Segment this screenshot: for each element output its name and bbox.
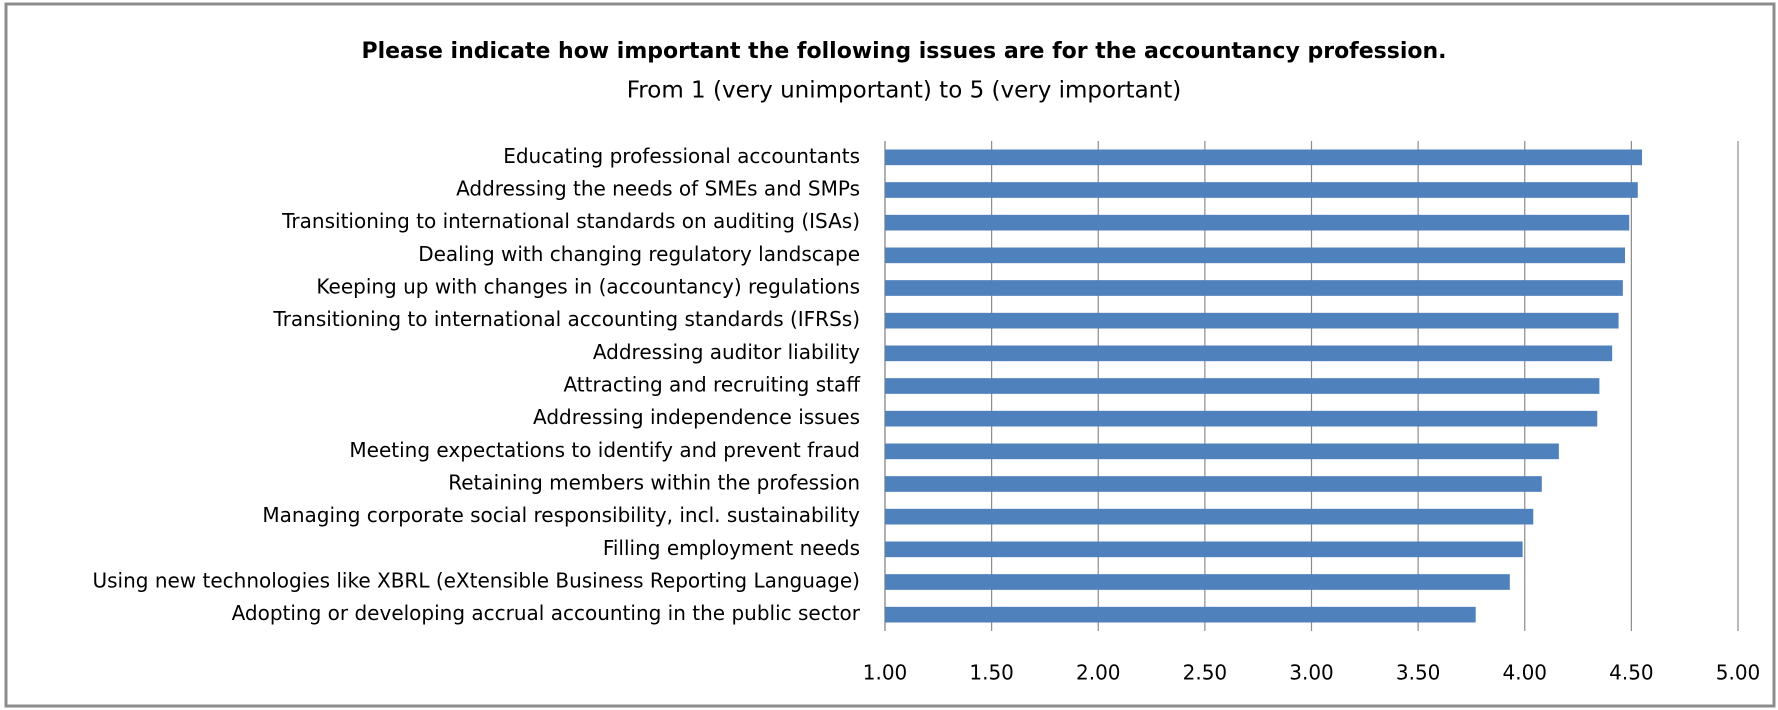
x-tick-label: 2.50 <box>1183 661 1228 685</box>
y-tick-label: Transitioning to international standards… <box>281 209 860 233</box>
bar <box>885 247 1625 264</box>
bar <box>885 378 1600 394</box>
bar <box>885 443 1559 460</box>
bar <box>885 574 1510 590</box>
bar <box>885 508 1534 525</box>
y-tick-label: Addressing the needs of SMEs and SMPs <box>456 177 860 201</box>
bar <box>885 214 1630 231</box>
y-tick-label: Using new technologies like XBRL (eXtens… <box>92 569 860 593</box>
bar <box>885 476 1542 492</box>
y-tick-label: Managing corporate social responsibility… <box>262 503 860 527</box>
y-tick-label: Transitioning to international accountin… <box>272 307 860 331</box>
bar <box>885 410 1598 427</box>
bar <box>885 345 1613 362</box>
y-tick-label: Meeting expectations to identify and pre… <box>349 438 860 462</box>
x-tick-label: 3.00 <box>1289 661 1334 685</box>
x-tick-label: 4.00 <box>1502 661 1547 685</box>
y-tick-label: Attracting and recruiting staff <box>563 373 861 397</box>
x-tick-label: 3.50 <box>1396 661 1441 685</box>
bar <box>885 312 1619 329</box>
y-tick-label: Adopting or developing accrual accountin… <box>232 601 861 625</box>
y-tick-label: Dealing with changing regulatory landsca… <box>418 242 860 266</box>
y-tick-label: Retaining members within the profession <box>448 471 860 495</box>
x-tick-label: 1.50 <box>969 661 1014 685</box>
x-tick-label: 5.00 <box>1716 661 1761 685</box>
chart-title: Please indicate how important the follow… <box>361 39 1446 64</box>
y-tick-label: Educating professional accountants <box>503 144 860 168</box>
bar <box>885 149 1643 166</box>
y-tick-label: Keeping up with changes in (accountancy)… <box>316 275 860 299</box>
y-tick-label: Addressing independence issues <box>533 405 860 429</box>
bar <box>885 541 1523 558</box>
bar <box>885 280 1623 296</box>
y-tick-label: Filling employment needs <box>603 536 860 560</box>
bar <box>885 606 1476 623</box>
y-tick-label: Addressing auditor liability <box>593 340 860 364</box>
bar <box>885 182 1638 198</box>
x-tick-label: 2.00 <box>1076 661 1121 685</box>
x-tick-label: 1.00 <box>863 661 908 685</box>
x-tick-label: 4.50 <box>1609 661 1654 685</box>
chart-subtitle: From 1 (very unimportant) to 5 (very imp… <box>627 78 1181 104</box>
